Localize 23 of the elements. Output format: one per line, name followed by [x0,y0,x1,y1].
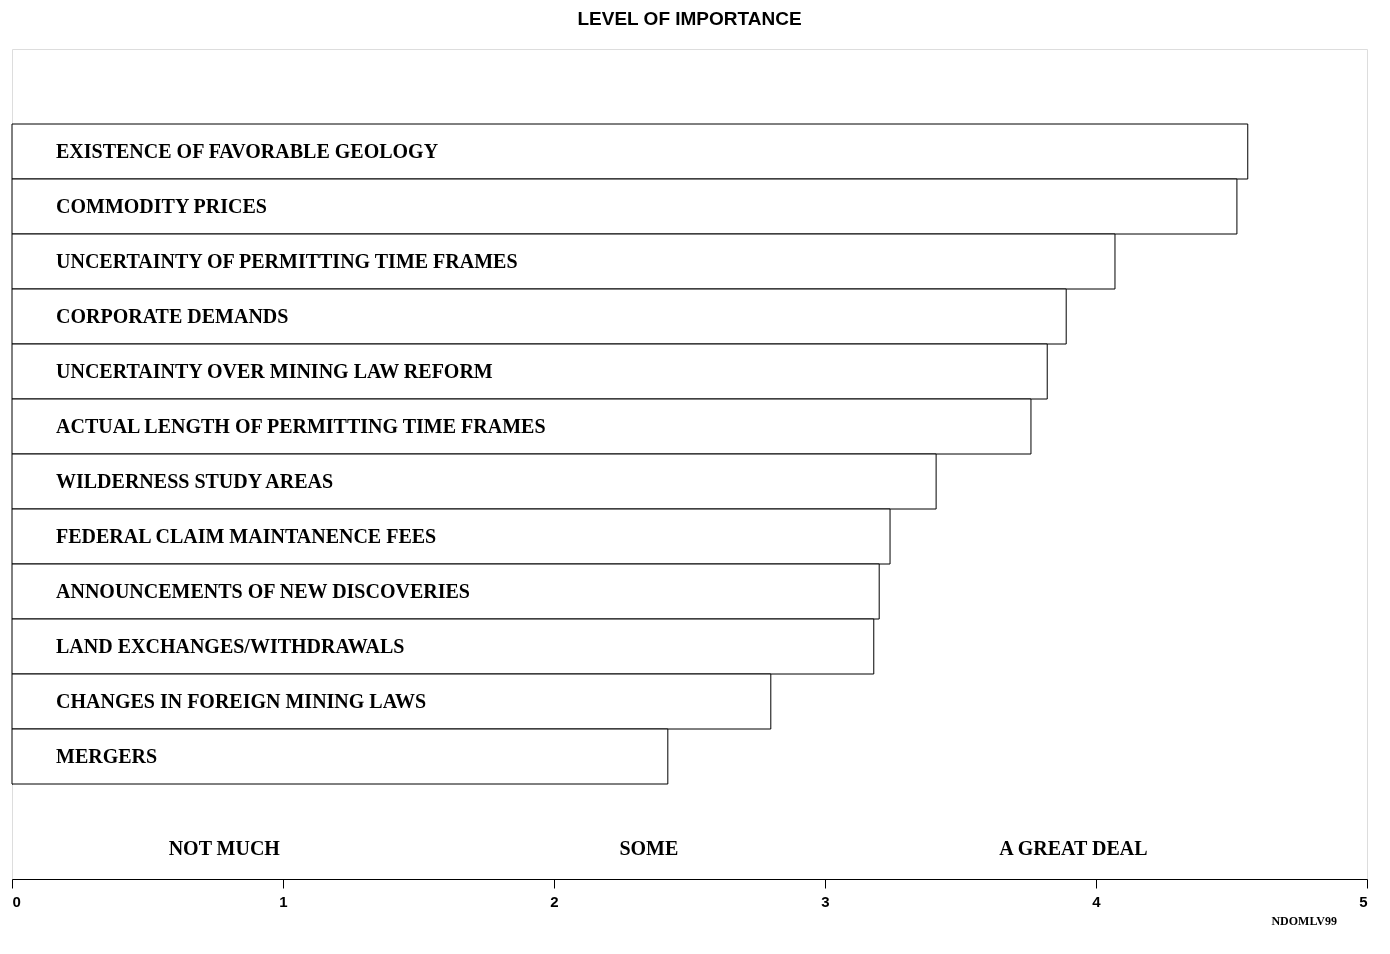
y-tick-label: CORPORATE DEMANDS [56,304,289,327]
y-tick-label: FEDERAL CLAIM MAINTANENCE FEES [56,524,437,547]
y-tick-label: COMMODITY PRICES [56,194,267,217]
text: SOME [619,837,679,859]
y-tick-label: WILDERNESS STUDY AREAS [56,469,334,492]
chart-title: LEVEL OF IMPORTANCE [577,8,802,29]
x-tick-label: 2 [550,892,559,910]
x-tick-label: 1 [279,892,288,910]
y-tick-label: CHANGES IN FOREIGN MINING LAWS [56,689,427,712]
x-tick-label: 4 [1092,892,1102,910]
x-tick-label: 0 [12,892,21,910]
x-tick-label: 5 [1359,892,1368,910]
y-tick-label: ACTUAL LENGTH OF PERMITTING TIME FRAMES [56,414,546,437]
text: NOT MUCH [168,837,281,859]
text: A GREAT DEAL [999,837,1148,859]
y-tick-label: MERGERS [56,744,158,767]
y-tick-label: ANNOUNCEMENTS OF NEW DISCOVERIES [56,579,470,602]
x-tick-label: 3 [821,892,830,910]
y-tick-label: LAND EXCHANGES/WITHDRAWALS [56,634,405,657]
y-tick-label: UNCERTAINTY OF PERMITTING TIME FRAMES [56,249,518,272]
text: NDOMLV99 [1271,914,1337,928]
y-tick-label: UNCERTAINTY OVER MINING LAW REFORM [56,359,493,382]
y-tick-label: EXISTENCE OF FAVORABLE GEOLOGY [56,139,439,162]
